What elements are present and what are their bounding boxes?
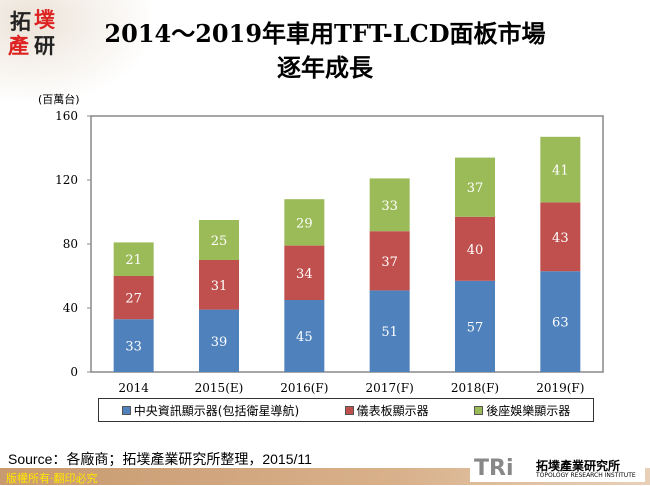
data-label: 33	[125, 340, 142, 355]
x-tick-label: 2018(F)	[451, 381, 499, 395]
data-label: 25	[211, 234, 228, 249]
chart: 0 40 80 120 160 33 27 21 2014 39 31 25 2015(E) 45 34 29…	[55, 109, 604, 395]
legend-label: 儀表板顯示器	[356, 403, 429, 418]
data-label: 43	[552, 231, 569, 246]
bar-segment	[540, 202, 581, 272]
legend-item: 儀表板顯示器	[344, 402, 429, 419]
source-note: Source：各廠商；拓墣產業研究所整理，2015/11	[8, 451, 312, 467]
data-label: 57	[467, 320, 484, 335]
legend-item: 中央資訊顯示器(包括衛星導航)	[121, 402, 300, 419]
bar-segment	[284, 245, 325, 300]
chart-subtitle: 逐年成長	[277, 53, 373, 82]
bar-segment	[455, 280, 495, 372]
x-tick-label: 2015(E)	[195, 381, 244, 395]
y-tick-label: 120	[55, 173, 78, 187]
bar-segment	[369, 178, 410, 232]
tri-logo: TRi 拓墣產業研究所 TOPOLOGY RESEARCH INSTITUTE	[470, 456, 645, 482]
data-label: 41	[552, 164, 569, 179]
bar-segment	[113, 319, 154, 372]
data-label: 31	[211, 279, 228, 294]
legend-label: 中央資訊顯示器(包括衛星導航)	[133, 403, 300, 418]
bar-segment	[455, 216, 495, 281]
data-label: 45	[296, 330, 313, 345]
x-tick-label: 2017(F)	[366, 381, 414, 395]
bar-segment	[284, 199, 325, 246]
plot-area	[90, 115, 604, 373]
legend-swatch	[474, 405, 484, 415]
y-axis-unit: (百萬台)	[38, 93, 80, 106]
x-tick-label: 2014	[118, 381, 149, 395]
x-tick-label: 2016(F)	[280, 381, 328, 395]
y-tick-label: 80	[63, 237, 78, 251]
data-label: 40	[467, 243, 484, 258]
bar-segment	[199, 220, 239, 260]
data-label: 29	[296, 216, 313, 231]
y-tick-label: 160	[55, 109, 78, 123]
background-decoration	[0, 0, 150, 100]
bar-segment	[369, 231, 410, 291]
bar-segment	[113, 276, 154, 320]
data-label: 21	[125, 253, 142, 268]
data-label: 27	[125, 292, 142, 307]
bar-segment	[369, 290, 410, 372]
y-tick-label: 0	[70, 365, 78, 379]
bar-segment	[199, 260, 239, 310]
bar-segment	[540, 136, 581, 203]
y-tick-label: 40	[63, 301, 78, 315]
bar-segment	[113, 242, 154, 276]
data-label: 63	[552, 316, 569, 331]
data-label: 39	[211, 335, 228, 350]
legend: 中央資訊顯示器(包括衛星導航) 儀表板顯示器 後座娛樂顯示器	[98, 398, 594, 422]
bar-segment	[540, 271, 581, 372]
data-label: 37	[381, 255, 398, 270]
bar-segment	[455, 157, 495, 217]
data-label: 37	[467, 181, 484, 196]
legend-item: 後座娛樂顯示器	[474, 402, 570, 419]
x-tick-label: 2019(F)	[536, 381, 584, 395]
chart-title: 2014～2019年車用TFT-LCD面板市場	[104, 19, 546, 48]
legend-label: 後座娛樂顯示器	[486, 403, 571, 418]
bar-segment	[284, 300, 325, 372]
data-label: 33	[381, 199, 398, 214]
legend-swatch	[121, 405, 131, 415]
bar-segment	[199, 309, 239, 372]
logo: 拓墣 產研	[8, 8, 55, 58]
legend-swatch	[344, 405, 354, 415]
data-label: 34	[296, 267, 313, 282]
copyright: 版權所有‧翻印必究	[6, 472, 98, 485]
data-label: 51	[381, 325, 398, 340]
